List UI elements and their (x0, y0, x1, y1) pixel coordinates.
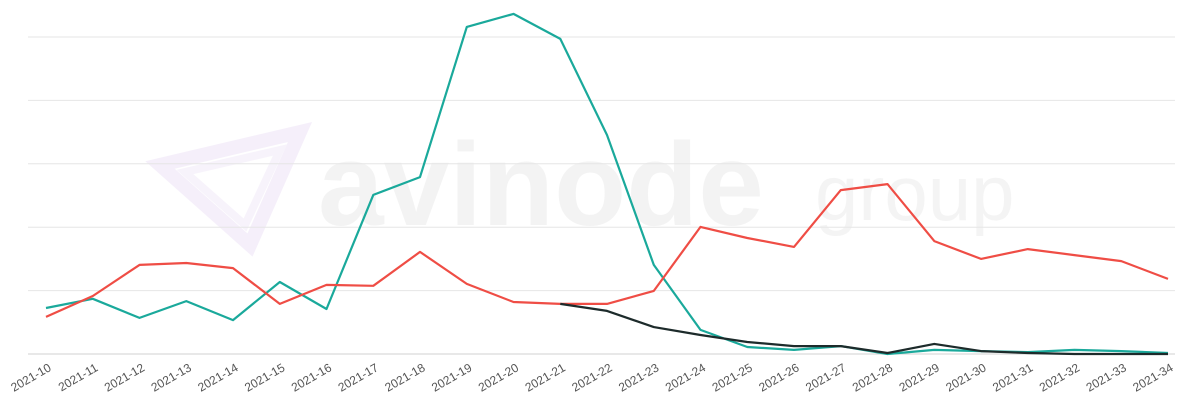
x-tick-label: 2021-15 (242, 360, 287, 394)
x-tick-label: 2021-19 (429, 360, 474, 394)
watermark-text: avinode (318, 119, 764, 251)
x-tick-label: 2021-31 (990, 360, 1035, 394)
x-tick-label: 2021-29 (897, 360, 942, 394)
x-tick-label: 2021-12 (102, 360, 147, 394)
x-tick-label: 2021-27 (803, 360, 848, 394)
x-tick-label: 2021-24 (663, 360, 708, 394)
x-tick-label: 2021-14 (195, 360, 240, 394)
x-tick-label: 2021-16 (289, 360, 334, 394)
x-tick-label: 2021-21 (523, 360, 568, 394)
watermark-logo (176, 144, 288, 232)
watermark-text: group (815, 149, 1015, 237)
x-tick-label: 2021-26 (756, 360, 801, 394)
x-tick-label: 2021-17 (336, 360, 381, 394)
x-tick-label: 2021-22 (569, 360, 614, 394)
x-tick-label: 2021-28 (850, 360, 895, 394)
x-tick-label: 2021-30 (943, 360, 988, 394)
x-tick-label: 2021-32 (1037, 360, 1082, 394)
line-series (560, 302, 1168, 356)
x-tick-label: 2021-25 (710, 360, 755, 394)
x-tick-label: 2021-10 (8, 360, 53, 394)
x-tick-label: 2021-11 (56, 360, 101, 394)
x-tick-label: 2021-33 (1084, 360, 1129, 394)
x-tick-label: 2021-13 (149, 360, 194, 394)
x-tick-label: 2021-23 (616, 360, 661, 394)
x-tick-label: 2021-20 (476, 360, 521, 394)
x-tick-label: 2021-34 (1130, 360, 1175, 394)
x-tick-label: 2021-18 (382, 360, 427, 394)
line-series (45, 183, 1169, 318)
watermark-logo (145, 121, 313, 257)
